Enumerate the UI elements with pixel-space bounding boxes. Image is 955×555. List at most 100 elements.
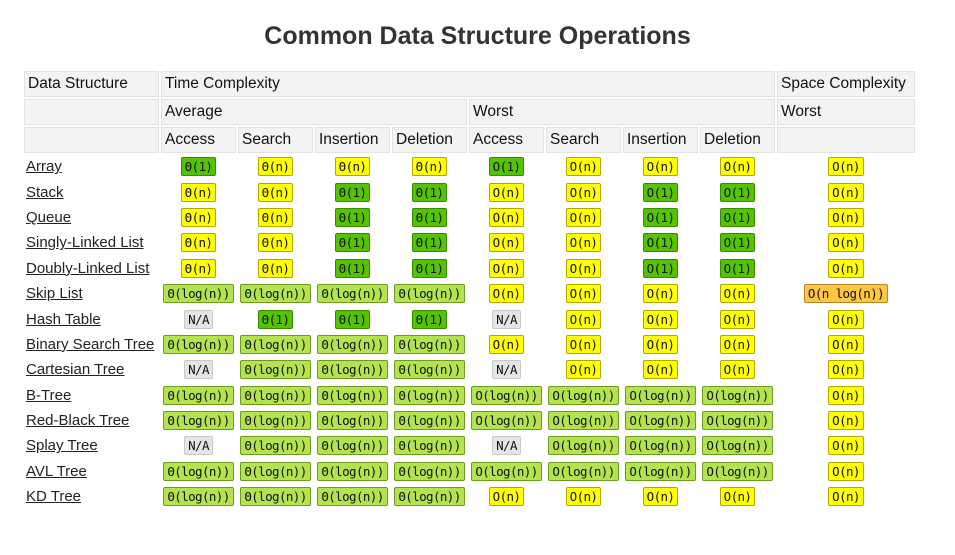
cell-avg-insertion: Θ(1)	[315, 257, 390, 280]
complexity-badge: Θ(1)	[411, 233, 448, 253]
complexity-badge: Θ(log(n))	[317, 334, 388, 354]
data-structure-link[interactable]: Splay Tree	[26, 437, 98, 455]
data-structure-link[interactable]: AVL Tree	[26, 462, 87, 480]
complexity-badge: O(n)	[565, 182, 602, 202]
complexity-badge: Θ(n)	[257, 182, 294, 202]
cell-worst-deletion: O(log(n))	[700, 409, 775, 432]
cell-worst-access: N/A	[469, 358, 544, 381]
cell-worst-deletion: O(log(n))	[700, 460, 775, 483]
complexity-badge: Θ(1)	[334, 207, 371, 227]
complexity-badge: O(n)	[565, 258, 602, 278]
row-name-cell: Queue	[24, 206, 159, 229]
complexity-badge: O(n)	[488, 284, 525, 304]
row-name-cell: Cartesian Tree	[24, 358, 159, 381]
complexity-badge: O(log(n))	[548, 411, 619, 431]
table-row: Red-Black Tree Θ(log(n)) Θ(log(n)) Θ(log(n)…	[24, 409, 915, 432]
cell-worst-search: O(n)	[546, 155, 621, 178]
data-structure-link[interactable]: Red-Black Tree	[26, 412, 130, 430]
data-structure-link[interactable]: Skip List	[26, 285, 83, 303]
complexity-badge: O(n log(n))	[803, 284, 889, 304]
row-name-cell: Doubly-Linked List	[24, 257, 159, 280]
table-row: B-Tree Θ(log(n)) Θ(log(n)) Θ(log(n)) Θ(log(n…	[24, 384, 915, 407]
cell-avg-deletion: Θ(log(n))	[392, 384, 467, 407]
complexity-badge: Θ(n)	[257, 207, 294, 227]
table-row: Hash Table N/A Θ(1) Θ(1) Θ(1) N/A O(n) O(n) O(n)…	[24, 307, 915, 330]
cell-worst-access: O(1)	[469, 155, 544, 178]
cell-avg-access: N/A	[161, 434, 236, 457]
complexity-badge: O(1)	[719, 258, 756, 278]
cell-worst-search: O(n)	[546, 307, 621, 330]
cell-avg-search: Θ(1)	[238, 307, 313, 330]
data-structure-link[interactable]: KD Tree	[26, 488, 82, 506]
complexity-badge: O(1)	[642, 182, 679, 202]
header-row-2: Average Worst Worst	[24, 99, 915, 125]
cell-worst-deletion: O(1)	[700, 180, 775, 203]
complexity-badge: Θ(log(n))	[394, 436, 465, 456]
cell-avg-insertion: Θ(log(n))	[315, 282, 390, 305]
complexity-badge: Θ(log(n))	[163, 284, 234, 304]
cell-avg-deletion: Θ(n)	[392, 155, 467, 178]
complexity-badge: Θ(n)	[257, 157, 294, 177]
cell-worst-insertion: O(log(n))	[623, 460, 698, 483]
cell-worst-search: O(n)	[546, 180, 621, 203]
cell-space-worst: O(n)	[777, 358, 915, 381]
cell-space-worst: O(n)	[777, 333, 915, 356]
data-structure-link[interactable]: Singly-Linked List	[26, 234, 144, 252]
complexity-badge: O(1)	[719, 207, 756, 227]
data-structure-link[interactable]: Stack	[26, 183, 64, 201]
complexity-badge: Θ(1)	[411, 182, 448, 202]
complexity-badge: Θ(1)	[411, 309, 448, 329]
complexity-badge: O(log(n))	[625, 411, 696, 431]
complexity-badge: O(log(n))	[471, 385, 542, 405]
complexity-badge: Θ(log(n))	[240, 436, 311, 456]
cell-worst-insertion: O(1)	[623, 257, 698, 280]
complexity-badge: O(n)	[828, 487, 864, 507]
complexity-badge: Θ(log(n))	[317, 360, 388, 380]
data-structure-link[interactable]: Queue	[26, 208, 72, 226]
data-structure-link[interactable]: Binary Search Tree	[26, 335, 155, 353]
complexity-badge: O(n)	[719, 284, 756, 304]
complexity-badge: O(n)	[565, 157, 602, 177]
cell-avg-deletion: Θ(log(n))	[392, 434, 467, 457]
complexity-badge: O(n)	[828, 233, 864, 253]
cell-worst-insertion: O(log(n))	[623, 384, 698, 407]
cell-worst-deletion: O(n)	[700, 358, 775, 381]
complexity-badge: O(1)	[642, 233, 679, 253]
table-row: Doubly-Linked List Θ(n) Θ(n) Θ(1) Θ(1) O(n) O(…	[24, 257, 915, 280]
table-row: KD Tree Θ(log(n)) Θ(log(n)) Θ(log(n)) Θ(log(…	[24, 485, 915, 508]
cell-worst-insertion: O(log(n))	[623, 434, 698, 457]
page-title: Common Data Structure Operations	[264, 22, 691, 50]
cell-avg-search: Θ(log(n))	[238, 434, 313, 457]
complexity-badge: Θ(log(n))	[317, 385, 388, 405]
complexity-badge: O(n)	[565, 334, 602, 354]
cell-worst-search: O(log(n))	[546, 384, 621, 407]
cell-worst-insertion: O(n)	[623, 485, 698, 508]
complexity-badge: Θ(log(n))	[240, 334, 311, 354]
row-name-cell: B-Tree	[24, 384, 159, 407]
header-op-avg-deletion: Deletion	[392, 127, 467, 153]
complexity-badge: O(1)	[642, 207, 679, 227]
cell-space-worst: O(n)	[777, 231, 915, 254]
cell-avg-search: Θ(n)	[238, 257, 313, 280]
complexity-badge: Θ(log(n))	[240, 461, 311, 481]
complexity-badge: O(n)	[565, 360, 602, 380]
data-structure-link[interactable]: Doubly-Linked List	[26, 259, 150, 277]
data-structure-link[interactable]: Array	[26, 158, 62, 176]
complexity-badge: Θ(log(n))	[394, 385, 465, 405]
complexity-badge: Θ(log(n))	[394, 334, 465, 354]
cell-avg-access: Θ(log(n))	[161, 485, 236, 508]
complexity-badge: N/A	[492, 436, 521, 456]
complexity-badge: Θ(log(n))	[240, 411, 311, 431]
complexity-badge: N/A	[184, 360, 213, 380]
row-name-cell: Singly-Linked List	[24, 231, 159, 254]
complexity-badge: Θ(log(n))	[163, 461, 234, 481]
complexity-badge: O(1)	[642, 258, 679, 278]
data-structure-link[interactable]: Cartesian Tree	[26, 361, 125, 379]
complexity-badge: Θ(1)	[334, 309, 371, 329]
data-structure-link[interactable]: Hash Table	[26, 310, 101, 328]
cell-avg-deletion: Θ(log(n))	[392, 358, 467, 381]
cell-space-worst: O(n)	[777, 485, 915, 508]
cell-avg-access: Θ(n)	[161, 180, 236, 203]
cell-space-worst: O(n)	[777, 434, 915, 457]
data-structure-link[interactable]: B-Tree	[26, 386, 72, 404]
